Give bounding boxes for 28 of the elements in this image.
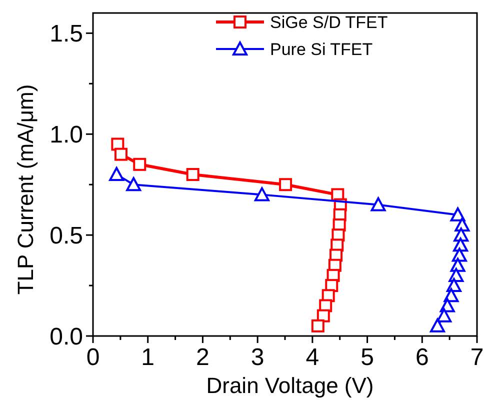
x-tick-label: 7 [470,344,484,371]
x-tick-label: 4 [306,344,320,371]
x-axis-title: Drain Voltage (V) [206,373,374,398]
point [430,318,446,332]
point [186,168,200,181]
x-tick-label: 2 [196,344,210,371]
x-tick-label: 1 [141,344,155,371]
y-tick-label: 1.0 [50,122,83,149]
x-tick-label: 6 [415,344,429,371]
point [126,177,142,192]
point [279,178,292,192]
legend-label: Pure Si TFET [270,40,373,59]
point [114,148,128,161]
point [440,298,455,312]
point [370,197,386,212]
y-tick-label: 0.5 [50,222,83,250]
legend-label: SiGe S/D TFET [270,12,388,32]
x-tick-label: 3 [250,344,264,371]
point [254,187,270,202]
x-tick-label: 5 [360,344,374,371]
point [109,167,124,181]
y-tick-label: 0.0 [50,323,83,350]
y-axis-title: TLP Current (mA/μm) [13,84,38,295]
y-tick-label: 1.5 [50,20,83,48]
point [133,158,146,171]
point [436,308,452,322]
point [311,319,324,332]
x-tick-label: 0 [86,344,100,371]
